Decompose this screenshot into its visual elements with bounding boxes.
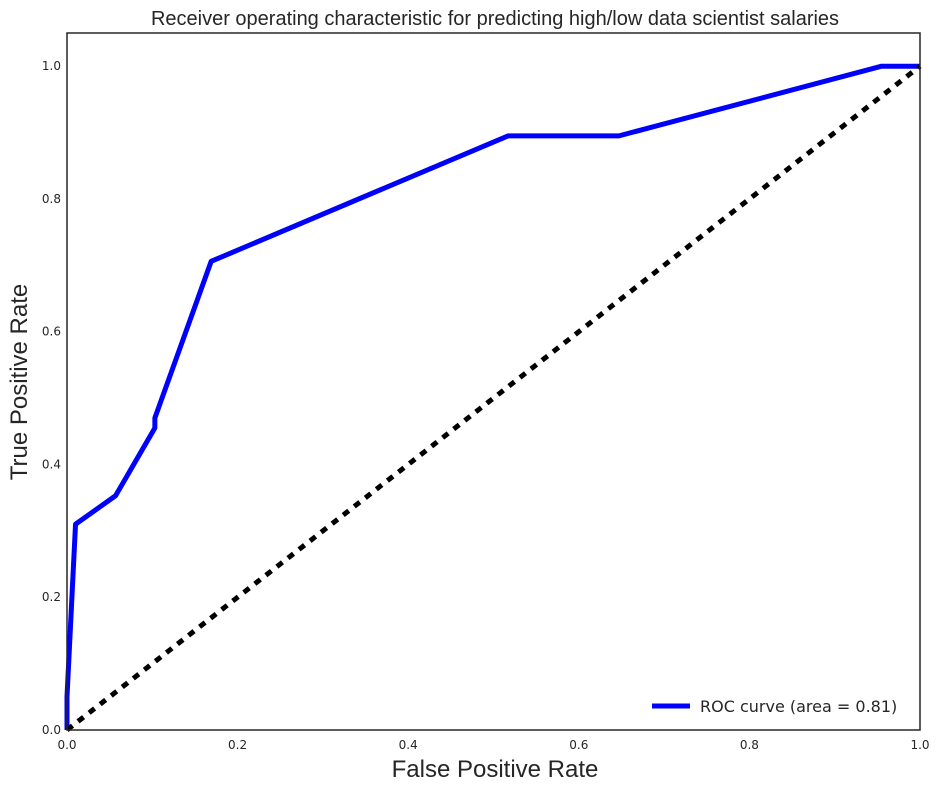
y-axis-label: True Positive Rate xyxy=(6,284,33,481)
x-tick-label: 0.6 xyxy=(569,738,588,752)
y-tick-label: 0.0 xyxy=(42,723,61,737)
y-tick-label: 0.4 xyxy=(42,457,61,471)
legend-label-roc: ROC curve (area = 0.81) xyxy=(700,697,897,716)
roc-curve-line xyxy=(64,63,920,730)
y-tick-label: 0.2 xyxy=(42,590,61,604)
chart-title: Receiver operating characteristic for pr… xyxy=(151,8,839,30)
plot-area: 0.0 0.2 0.4 0.6 0.8 1.0 0.0 0.2 0.4 0.6 0.8 1.0 ROC … xyxy=(42,32,930,752)
x-tick-label: 1.0 xyxy=(910,738,929,752)
x-axis-label: False Positive Rate xyxy=(392,756,599,783)
x-tick-label: 0.2 xyxy=(228,738,247,752)
x-tick-label: 0.0 xyxy=(57,738,76,752)
x-tick-label: 0.8 xyxy=(740,738,759,752)
y-tick-label: 0.8 xyxy=(42,192,61,206)
y-tick-label: 1.0 xyxy=(42,59,61,73)
diagonal-reference-line xyxy=(65,64,922,732)
x-tick-label: 0.4 xyxy=(399,738,418,752)
y-tick-label: 0.6 xyxy=(42,325,61,339)
plot-frame xyxy=(66,32,921,731)
